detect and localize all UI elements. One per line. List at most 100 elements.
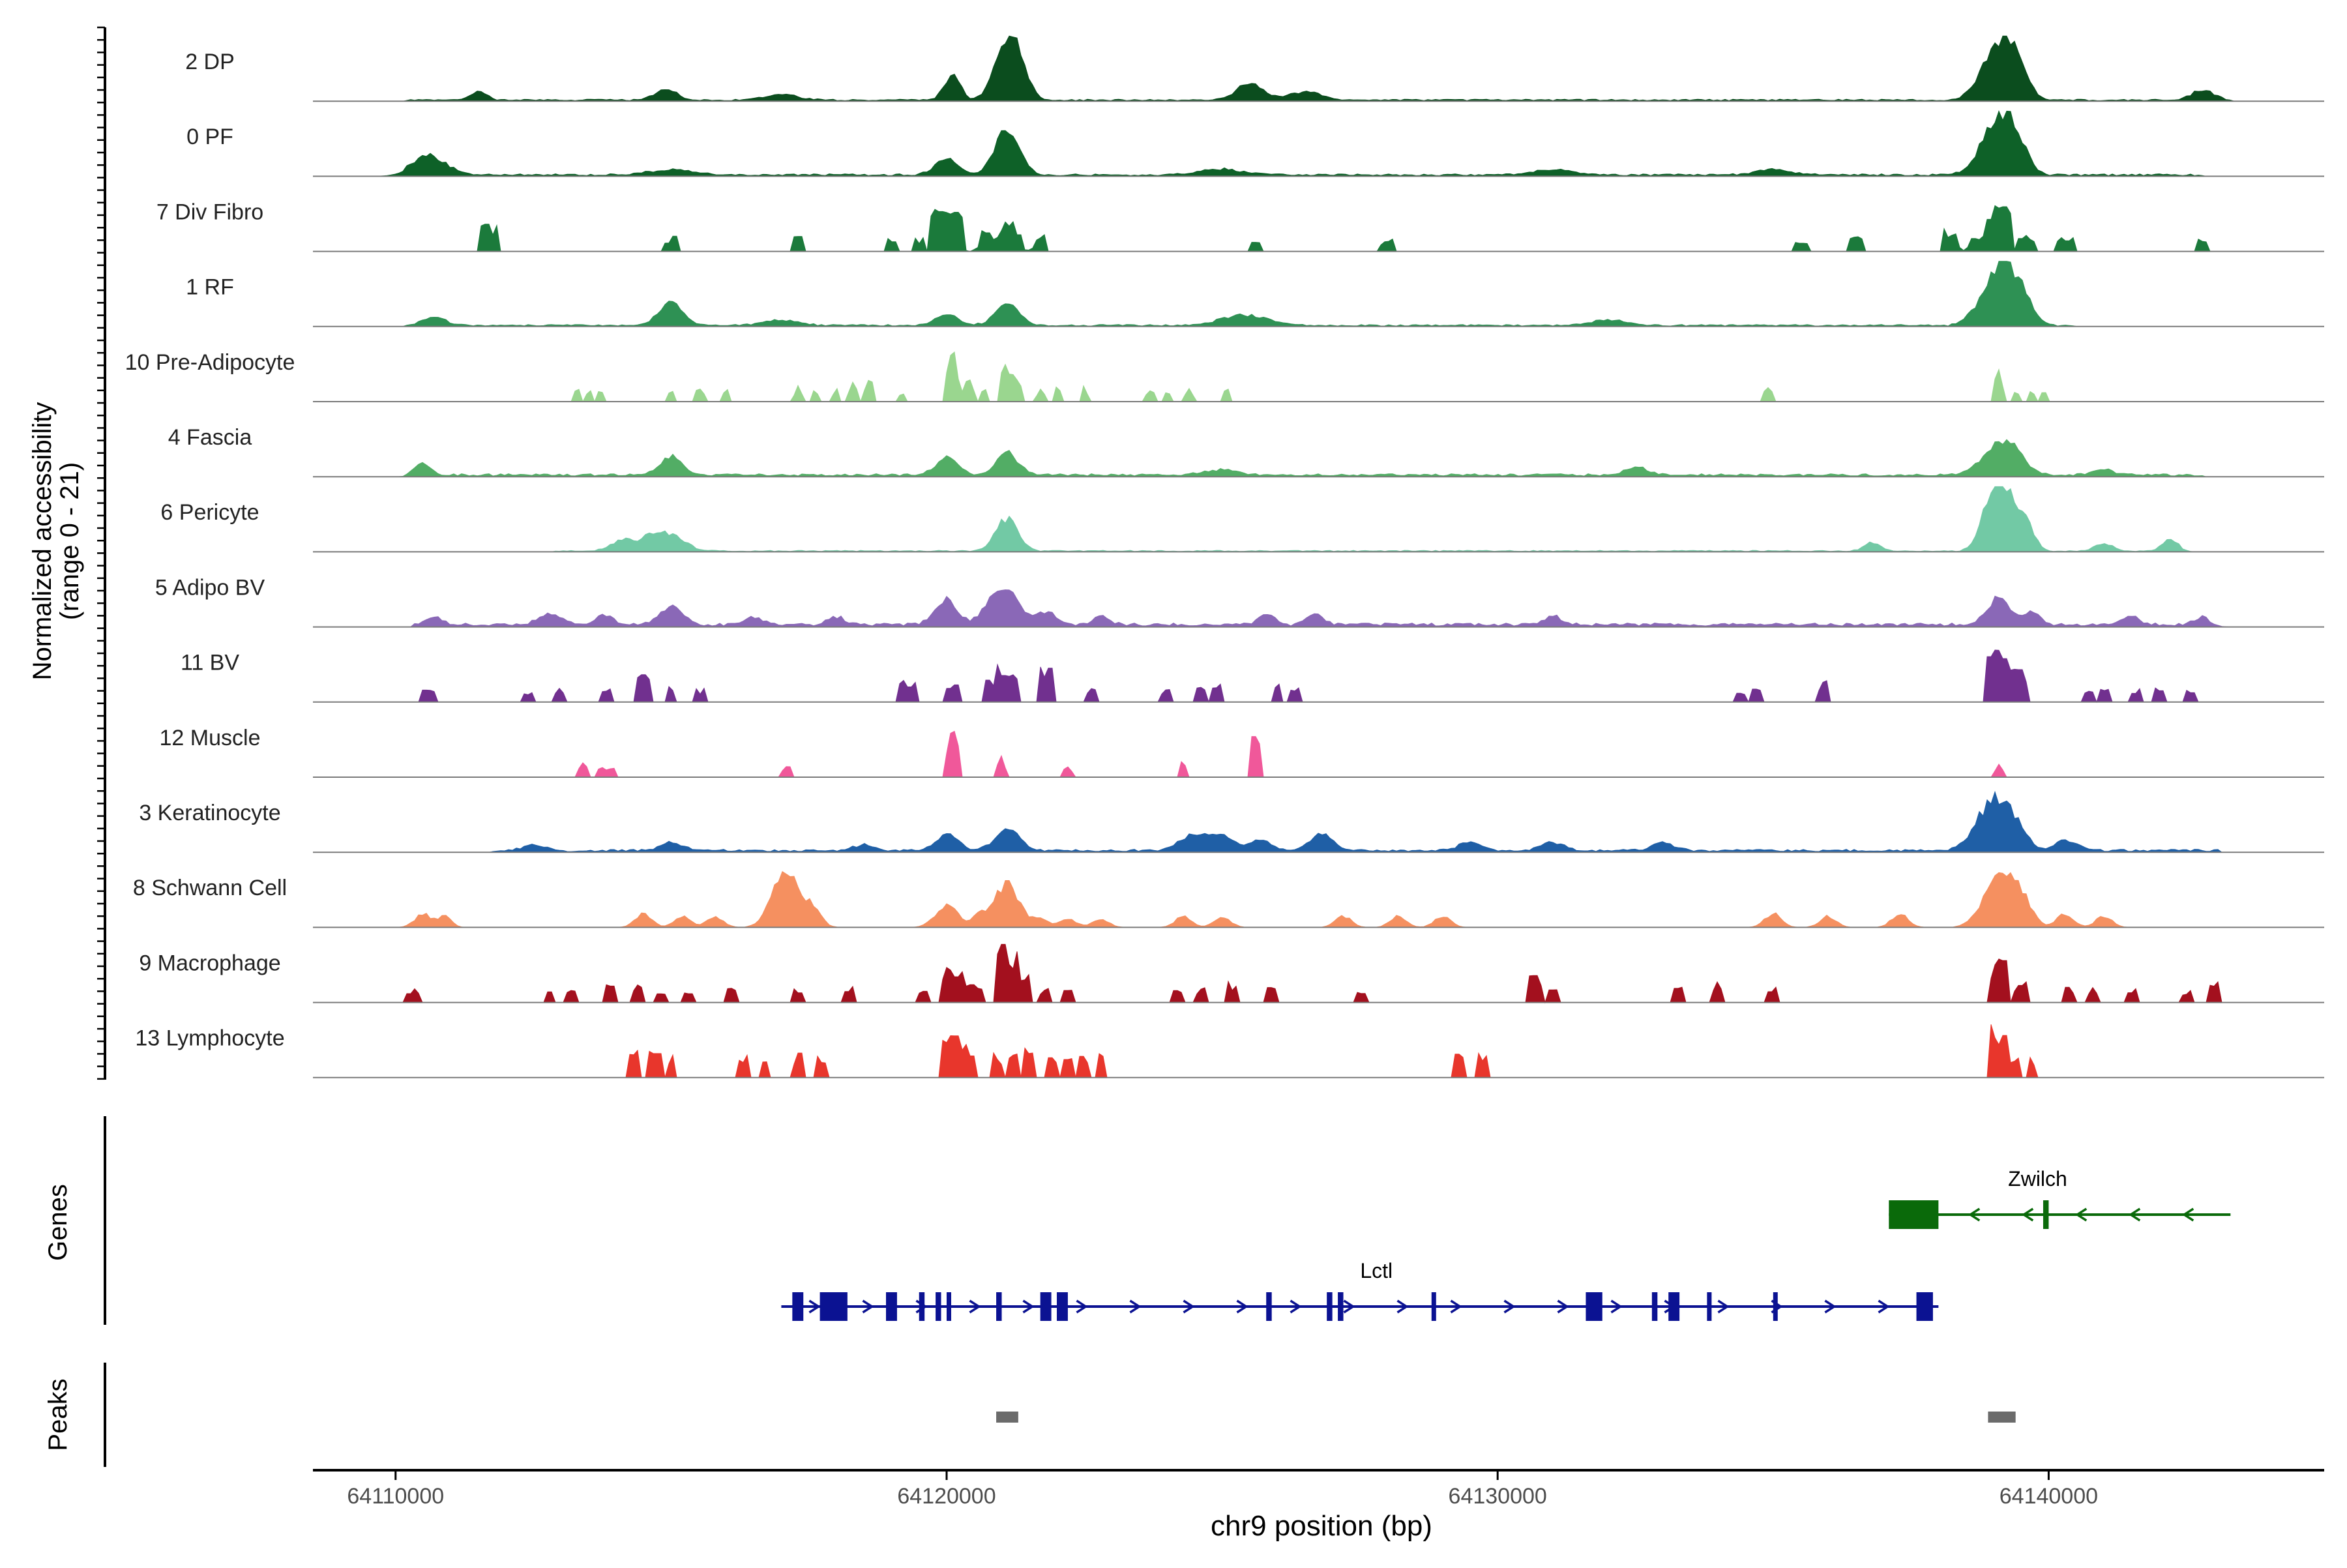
exon xyxy=(1773,1292,1778,1321)
gene-label: Zwilch xyxy=(2008,1167,2067,1191)
strand-arrow xyxy=(1968,1207,1981,1222)
coverage-area xyxy=(313,589,2324,628)
x-axis-label: chr9 position (bp) xyxy=(1211,1510,1432,1542)
track-label: 6 Pericyte xyxy=(160,500,259,525)
gene-zwilch: Zwilch xyxy=(1889,1167,2231,1229)
track-7-div-fibro: 7 Div Fibro xyxy=(156,200,2324,252)
exon xyxy=(886,1292,897,1321)
x-tick-label: 64110000 xyxy=(347,1484,444,1509)
exon xyxy=(1431,1292,1436,1321)
strand-arrow xyxy=(2129,1207,2141,1222)
track-label: 12 Muscle xyxy=(160,726,261,750)
x-tick-label: 64130000 xyxy=(1449,1484,1547,1509)
strand-arrow xyxy=(1076,1299,1088,1314)
strand-arrow xyxy=(1343,1299,1355,1314)
exon xyxy=(819,1292,848,1321)
exon xyxy=(1889,1200,1939,1229)
strand-arrow xyxy=(2075,1207,2088,1222)
x-tick-label: 64120000 xyxy=(897,1484,996,1509)
strand-arrow xyxy=(1183,1299,1195,1314)
peaks-panel-label: Peaks xyxy=(44,1378,72,1451)
track-5-adipo-bv: 5 Adipo BV xyxy=(155,575,2324,628)
strand-arrow xyxy=(1022,1299,1035,1314)
strand-arrow xyxy=(862,1299,874,1314)
strand-arrow xyxy=(1396,1299,1409,1314)
track-1-rf: 1 RF xyxy=(186,261,2324,327)
track-10-pre-adipocyte: 10 Pre-Adipocyte xyxy=(125,350,2324,403)
track-label: 2 DP xyxy=(185,50,235,74)
exon xyxy=(1338,1292,1344,1321)
strand-arrow xyxy=(1557,1299,1569,1314)
exon xyxy=(2043,1200,2049,1229)
coverage-area xyxy=(313,35,2324,102)
coverage-tracks: 2 DP 0 PF 7 Div Fibro 1 RF 10 Pre-Adipocyte 4… xyxy=(125,35,2324,1078)
strand-arrow xyxy=(808,1299,821,1314)
coverage-area xyxy=(313,261,2324,327)
track-8-schwann-cell: 8 Schwann Cell xyxy=(133,871,2324,928)
gene-lctl: Lctl xyxy=(781,1259,1939,1321)
strand-arrow xyxy=(1503,1299,1516,1314)
left-axes xyxy=(97,26,106,1467)
strand-arrow xyxy=(2182,1207,2194,1222)
coverage-area xyxy=(313,790,2324,853)
exon xyxy=(1327,1292,1333,1321)
x-axis: 64110000 64120000 64130000 64140000 xyxy=(313,1469,2324,1509)
exon xyxy=(936,1292,941,1321)
x-tick-label: 64140000 xyxy=(2000,1484,2098,1509)
exon xyxy=(919,1292,925,1321)
strand-arrow xyxy=(1717,1299,1730,1314)
strand-arrow xyxy=(1824,1299,1837,1314)
track-label: 3 Keratinocyte xyxy=(139,801,280,825)
track-13-lymphocyte: 13 Lymphocyte xyxy=(135,1024,2324,1078)
track-12-muscle: 12 Muscle xyxy=(160,726,2324,778)
exon xyxy=(1057,1292,1068,1321)
exon xyxy=(1586,1292,1602,1321)
track-label: 5 Adipo BV xyxy=(155,575,265,600)
exon xyxy=(1668,1292,1680,1321)
track-6-pericyte: 6 Pericyte xyxy=(160,486,2324,553)
track-label: 1 RF xyxy=(186,275,234,300)
track-0-pf: 0 PF xyxy=(186,110,2324,177)
track-4-fascia: 4 Fascia xyxy=(168,425,2324,478)
track-label: 11 BV xyxy=(181,651,239,675)
track-3-keratinocyte: 3 Keratinocyte xyxy=(139,790,2324,853)
exon xyxy=(1266,1292,1272,1321)
track-label: 8 Schwann Cell xyxy=(133,876,287,900)
strand-arrow xyxy=(969,1299,981,1314)
y-axis-label-line1: Normalized accessibility xyxy=(28,402,57,681)
strand-arrow xyxy=(1610,1299,1623,1314)
strand-arrow xyxy=(1290,1299,1302,1314)
exon xyxy=(946,1292,951,1321)
track-label: 4 Fascia xyxy=(168,425,252,450)
track-11-bv: 11 BV xyxy=(181,649,2324,703)
exon xyxy=(996,1292,1002,1321)
y-axis-label-line2: (range 0 - 21) xyxy=(55,462,84,620)
exon xyxy=(1707,1292,1712,1321)
track-label: 13 Lymphocyte xyxy=(135,1026,284,1051)
exon xyxy=(1916,1292,1933,1321)
strand-arrow xyxy=(1129,1299,1142,1314)
track-label: 10 Pre-Adipocyte xyxy=(125,350,295,375)
strand-arrow xyxy=(1878,1299,1890,1314)
strand-arrow xyxy=(2022,1207,2034,1222)
exon xyxy=(1040,1292,1052,1321)
track-9-macrophage: 9 Macrophage xyxy=(139,943,2324,1004)
exon xyxy=(1651,1292,1658,1321)
peak-region xyxy=(996,1412,1018,1423)
strand-arrow xyxy=(1236,1299,1248,1314)
track-label: 7 Div Fibro xyxy=(156,200,263,224)
coverage-area xyxy=(313,110,2324,177)
gene-annotation-panel: Zwilch Lctl xyxy=(781,1167,2231,1321)
track-2-dp: 2 DP xyxy=(185,35,2324,102)
strand-arrow xyxy=(1450,1299,1462,1314)
genes-panel-label: Genes xyxy=(44,1184,72,1261)
track-label: 0 PF xyxy=(186,125,233,149)
track-label: 9 Macrophage xyxy=(139,951,280,975)
peaks-panel xyxy=(996,1412,2016,1423)
coverage-area xyxy=(313,439,2324,477)
exon xyxy=(792,1292,804,1321)
peak-region xyxy=(1988,1412,2016,1423)
gene-label: Lctl xyxy=(1360,1259,1393,1282)
